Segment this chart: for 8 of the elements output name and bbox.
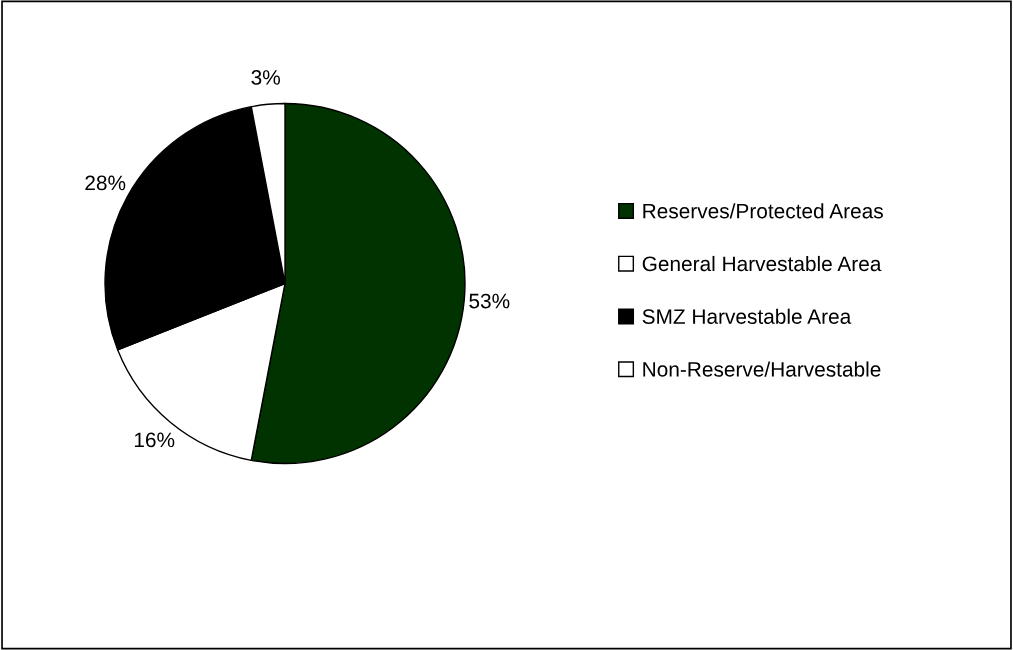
data-label: 16% bbox=[134, 432, 175, 448]
data-label: 3% bbox=[251, 70, 280, 85]
data-label: 53% bbox=[469, 293, 510, 309]
legend-label: Reserves/Protected Areas bbox=[643, 203, 883, 219]
data-label: 28% bbox=[85, 175, 126, 191]
legend-label: SMZ Harvestable Area bbox=[642, 308, 852, 324]
legend-label: General Harvestable Area bbox=[642, 255, 882, 272]
legend-label: Non-Reserve/Harvestable bbox=[643, 361, 881, 377]
